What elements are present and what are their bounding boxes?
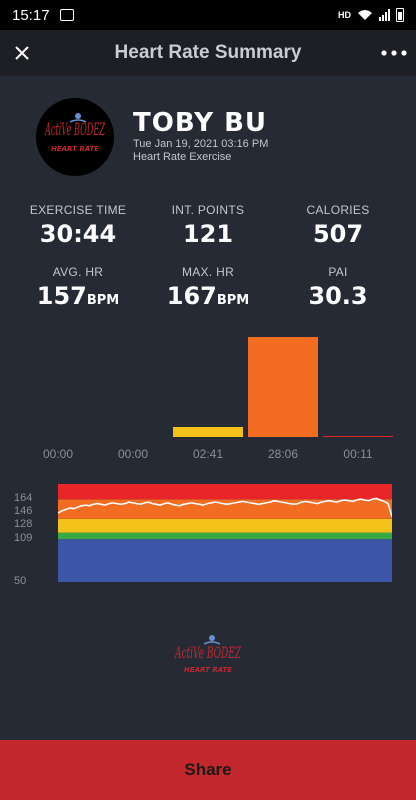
stat-label: CALORIES [306, 203, 370, 217]
stat-value: 167BPM [148, 282, 268, 310]
page-title: Heart Rate Summary [114, 42, 302, 63]
zone-bar [323, 436, 393, 437]
hr-tick-label: 164 [14, 492, 33, 505]
zone-bar [248, 337, 318, 437]
activebodez-logo-icon: ActiVe BODEZ HEART RATE [44, 113, 106, 153]
zone-time-label: 28:06 [267, 447, 299, 461]
stat-pai: PAI 30.3 [278, 265, 398, 310]
logo-subtext: HEART RATE [51, 145, 99, 153]
hr-tick-label: 146 [14, 505, 33, 518]
stat-label: MAX. HR [181, 265, 235, 279]
stat-value: 30.3 [308, 282, 368, 310]
zone-time-chart: 00:00 00:00 02:41 28:06 00:11 [20, 330, 400, 470]
heart-rate-chart: 164 146 128 109 50 [0, 480, 416, 590]
logo-text: ActiVe BODEZ [44, 120, 106, 140]
stat-avg-hr: AVG. HR 157BPM [18, 265, 138, 310]
stat-number: 157 [36, 282, 87, 310]
hr-tick-label: 109 [14, 532, 33, 545]
hr-line [58, 497, 392, 517]
footer-logo-icon: ActiVe BODEZ HEART RATE [174, 635, 242, 674]
zone-time-label: 00:00 [117, 447, 149, 461]
hr-zone-band [58, 518, 392, 533]
zone-time-label: 00:00 [42, 447, 74, 461]
more-options-button[interactable] [378, 37, 410, 69]
stat-int-points: INT. POINTS 121 [148, 203, 268, 248]
hr-tick-label: 128 [14, 518, 33, 531]
footer-logo-subtext: HEART RATE [184, 666, 232, 674]
exercise-type: Heart Rate Exercise [133, 151, 232, 163]
stat-max-hr: MAX. HR 167BPM [148, 265, 268, 310]
hr-zone-band [58, 499, 392, 519]
status-bar: 15:17 HD [0, 0, 416, 30]
stat-calories: CALORIES 507 [278, 203, 398, 248]
photo-icon [59, 9, 74, 21]
zone-bar [173, 427, 243, 437]
close-button[interactable] [6, 37, 38, 69]
stat-unit: BPM [86, 293, 120, 308]
zone-time-label: 00:11 [343, 447, 373, 461]
stat-label: INT. POINTS [171, 203, 245, 217]
status-time: 15:17 [12, 6, 50, 24]
battery-icon [396, 8, 404, 22]
stat-value: 121 [182, 220, 234, 248]
stat-value: 30:44 [39, 220, 117, 248]
brand-logo: ActiVe BODEZ HEART RATE [36, 98, 114, 176]
stat-label: EXERCISE TIME [29, 203, 127, 217]
close-icon [15, 46, 29, 60]
share-label: Share [184, 760, 232, 779]
stat-label: PAI [328, 265, 348, 279]
wifi-icon [358, 10, 372, 20]
stat-value: 507 [312, 220, 364, 248]
zone-time-label: 02:41 [192, 447, 224, 461]
stat-value: 157BPM [18, 282, 138, 310]
stat-label: AVG. HR [52, 265, 104, 279]
user-name: TOBY BU [133, 108, 268, 138]
hr-tick-label: 50 [14, 575, 27, 587]
stat-exercise-time: EXERCISE TIME 30:44 [18, 203, 138, 248]
share-button[interactable]: Share [0, 740, 416, 800]
profile-section: ActiVe BODEZ HEART RATE TOBY BU Tue Jan … [36, 98, 386, 176]
hr-zone-band [58, 484, 392, 500]
app-bar: Heart Rate Summary [0, 30, 416, 76]
signal-icon [379, 9, 390, 21]
hr-zone-band [58, 532, 392, 540]
session-date: Tue Jan 19, 2021 03:16 PM [133, 138, 269, 150]
stat-number: 167 [166, 282, 217, 310]
more-vertical-icon [381, 50, 407, 56]
network-type: HD [338, 10, 351, 20]
heart-rate-plot [58, 484, 392, 582]
hr-zone-band [58, 539, 392, 582]
footer-logo-text: ActiVe BODEZ [174, 643, 242, 662]
stat-unit: BPM [216, 293, 250, 308]
